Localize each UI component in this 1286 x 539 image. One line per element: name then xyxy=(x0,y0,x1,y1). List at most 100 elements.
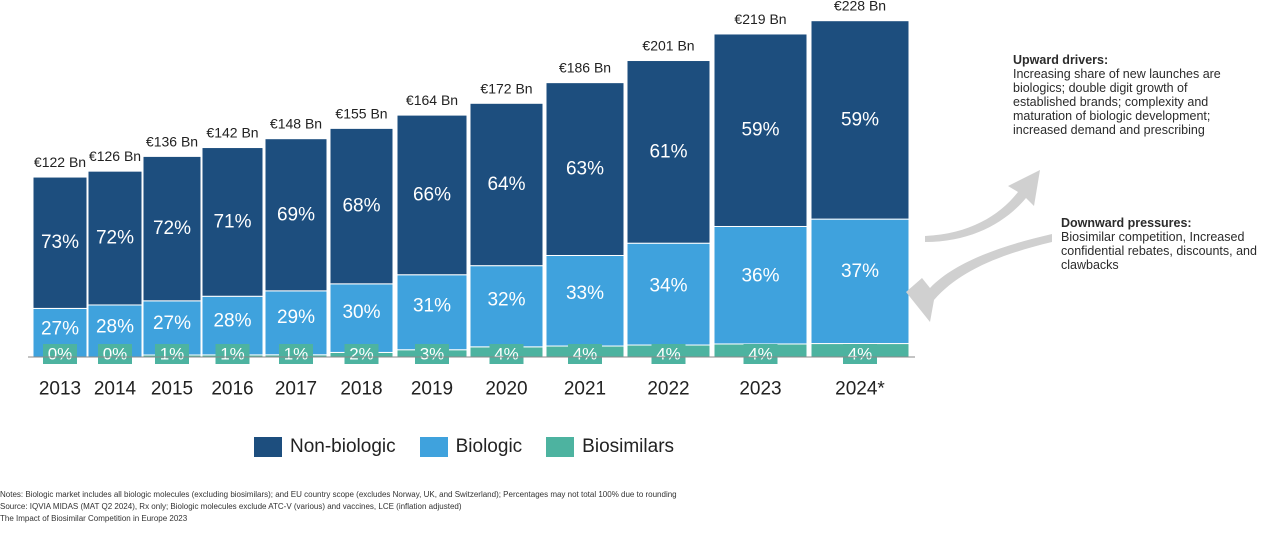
badge-biosimilars-1 xyxy=(98,344,132,364)
x-tick-11: 2024* xyxy=(835,379,885,400)
downward-pressures: Downward pressures: Biosimilar competiti… xyxy=(1061,216,1271,272)
x-tick-2: 2015 xyxy=(151,379,193,400)
label-biologic-10: 36% xyxy=(741,265,779,286)
bar-non-biologic-0 xyxy=(32,176,88,309)
label-biosimilars-9: 4% xyxy=(656,345,681,364)
x-tick-4: 2017 xyxy=(275,379,317,400)
label-biosimilars-1: 0% xyxy=(103,345,128,364)
label-non-biologic-6: 66% xyxy=(413,184,451,205)
bar-non-biologic-9 xyxy=(626,60,711,244)
legend-label-biosimilars: Biosimilars xyxy=(582,436,675,457)
bar-group: 73% 27% 0% €122 Bn 2013 72% 28% 0% €126 Bn 2014 72… xyxy=(32,0,910,400)
legend-swatch-biologic xyxy=(419,437,448,457)
bar-non-biologic-8 xyxy=(545,82,625,256)
total-label-3: €142 Bn xyxy=(206,125,258,141)
total-label-2: €136 Bn xyxy=(146,133,198,149)
upward-drivers-title: Upward drivers: xyxy=(1013,53,1109,67)
total-label-5: €155 Bn xyxy=(335,105,387,121)
footnotes: Notes: Biologic market includes all biol… xyxy=(0,489,677,525)
label-non-biologic-2: 72% xyxy=(153,218,191,239)
badge-biosimilars-8 xyxy=(568,344,602,364)
label-biologic-6: 31% xyxy=(413,296,451,317)
x-tick-10: 2023 xyxy=(739,379,781,400)
badge-biosimilars-2 xyxy=(155,344,189,364)
upward-arrow-icon xyxy=(925,170,1040,242)
x-tick-6: 2019 xyxy=(411,379,453,400)
downward-pressures-text: Biosimilar competition, Increased confid… xyxy=(1061,230,1257,272)
total-label-4: €148 Bn xyxy=(270,116,322,132)
total-label-11: €228 Bn xyxy=(834,0,886,14)
footnote-source: Source: IQVIA MIDAS (MAT Q2 2024), Rx on… xyxy=(0,502,462,511)
badge-biosimilars-5 xyxy=(344,344,379,364)
legend-item-biosimilars: Biosimilars xyxy=(546,436,674,458)
bar-non-biologic-11 xyxy=(810,20,910,220)
label-biosimilars-3: 1% xyxy=(220,345,245,364)
badge-biosimilars-10 xyxy=(743,344,778,364)
label-biosimilars-2: 1% xyxy=(160,345,185,364)
x-tick-9: 2022 xyxy=(647,379,689,400)
label-biosimilars-5: 2% xyxy=(349,345,374,364)
bar-biologic-10 xyxy=(713,225,808,345)
label-biosimilars-8: 4% xyxy=(573,345,598,364)
total-label-8: €186 Bn xyxy=(559,60,611,76)
x-tick-0: 2013 xyxy=(39,379,81,400)
legend-item-non-biologic: Non-biologic xyxy=(254,436,396,458)
upward-drivers: Upward drivers: Increasing share of new … xyxy=(1013,53,1253,137)
label-biologic-2: 27% xyxy=(153,313,191,334)
x-tick-3: 2016 xyxy=(211,379,253,400)
label-non-biologic-3: 71% xyxy=(213,211,251,232)
legend-swatch-non-biologic xyxy=(254,437,282,457)
total-label-0: €122 Bn xyxy=(34,154,86,170)
total-label-7: €172 Bn xyxy=(480,80,532,96)
legend: Non-biologic Biologic Biosimilars xyxy=(254,436,698,458)
badge-biosimilars-0 xyxy=(43,344,77,364)
market-chart: 73% 27% 0% €122 Bn 2013 72% 28% 0% €126 Bn 2014 72… xyxy=(28,0,1052,400)
label-biologic-5: 30% xyxy=(342,302,380,323)
bar-non-biologic-7 xyxy=(469,102,544,267)
label-biologic-3: 28% xyxy=(213,310,251,331)
bar-biologic-8 xyxy=(545,254,625,347)
label-non-biologic-9: 61% xyxy=(649,141,687,162)
label-non-biologic-8: 63% xyxy=(566,159,604,180)
bar-non-biologic-10 xyxy=(713,33,808,227)
total-label-1: €126 Bn xyxy=(89,148,141,164)
label-biosimilars-10: 4% xyxy=(748,345,773,364)
label-non-biologic-11: 59% xyxy=(841,109,879,130)
label-biologic-0: 27% xyxy=(41,318,79,339)
label-non-biologic-4: 69% xyxy=(277,204,315,225)
badge-biosimilars-7 xyxy=(489,344,524,364)
label-non-biologic-1: 72% xyxy=(96,228,134,249)
legend-swatch-biosimilars xyxy=(546,437,575,457)
label-biosimilars-7: 4% xyxy=(494,345,519,364)
x-tick-5: 2018 xyxy=(340,379,382,400)
legend-label-non-biologic: Non-biologic xyxy=(290,436,396,457)
total-label-10: €219 Bn xyxy=(734,11,786,27)
footnote-notes: Notes: Biologic market includes all biol… xyxy=(0,490,677,499)
bar-biologic-6 xyxy=(396,274,468,351)
label-biosimilars-4: 1% xyxy=(284,345,309,364)
bar-non-biologic-1 xyxy=(87,170,143,306)
upward-drivers-text: Increasing share of new launches are bio… xyxy=(1013,67,1221,137)
label-non-biologic-10: 59% xyxy=(741,120,779,141)
badge-biosimilars-11 xyxy=(843,344,877,364)
badge-biosimilars-4 xyxy=(279,344,313,364)
label-non-biologic-7: 64% xyxy=(487,174,525,195)
label-biologic-4: 29% xyxy=(277,307,315,328)
badge-biosimilars-6 xyxy=(415,344,449,364)
bar-non-biologic-6 xyxy=(396,114,468,276)
label-biosimilars-6: 3% xyxy=(420,345,445,364)
downward-arrow-icon xyxy=(906,234,1052,322)
label-non-biologic-0: 73% xyxy=(41,232,79,253)
bar-non-biologic-2 xyxy=(142,155,202,302)
footnote-reference: The Impact of Biosimilar Competition in … xyxy=(0,514,188,523)
label-biologic-1: 28% xyxy=(96,316,134,337)
label-non-biologic-5: 68% xyxy=(342,196,380,217)
x-tick-1: 2014 xyxy=(94,379,137,400)
label-biologic-7: 32% xyxy=(487,289,525,310)
x-tick-7: 2020 xyxy=(485,379,527,400)
badge-biosimilars-3 xyxy=(215,344,250,364)
label-biologic-8: 33% xyxy=(566,283,604,304)
legend-label-biologic: Biologic xyxy=(455,436,523,457)
label-biologic-11: 37% xyxy=(841,261,879,282)
x-tick-8: 2021 xyxy=(564,379,606,400)
